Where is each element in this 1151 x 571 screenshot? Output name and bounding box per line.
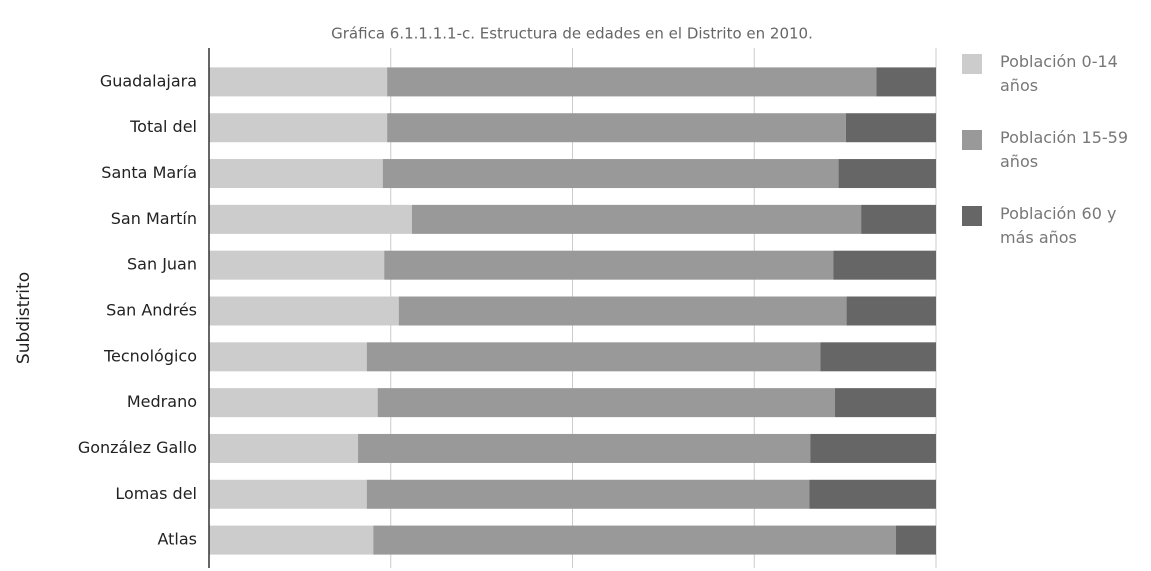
legend-swatch	[962, 54, 982, 74]
legend-swatch	[962, 130, 982, 150]
bar-segment	[358, 433, 811, 463]
y-tick-label: Santa María	[101, 163, 197, 182]
bar-segment	[209, 342, 367, 372]
bar-segment	[209, 159, 383, 189]
y-tick-label: San Juan	[127, 255, 197, 274]
legend-label: Población 0-14 años	[1000, 52, 1118, 95]
bar-segment	[387, 113, 846, 143]
bar-segment	[209, 433, 359, 463]
bar-segment	[810, 433, 936, 463]
bar-segment	[387, 67, 877, 97]
bar-segment	[382, 159, 839, 189]
legend-label: Población 15-59 años	[1000, 128, 1129, 171]
bar-segment	[377, 388, 835, 418]
bar-segment	[838, 159, 936, 189]
bar-segment	[209, 296, 399, 326]
bar-segment	[398, 296, 847, 326]
bar-segment	[845, 113, 936, 143]
bar-segment	[366, 342, 821, 372]
bar-segment	[820, 342, 936, 372]
y-tick-label: Atlas	[157, 530, 197, 549]
bar-segment	[861, 204, 936, 234]
bar-segment	[896, 525, 936, 555]
chart-title: Gráfica 6.1.1.1.1-c. Estructura de edade…	[331, 25, 813, 43]
bar-segment	[209, 479, 367, 509]
bar-segment	[373, 525, 897, 555]
bar-segment	[384, 250, 834, 280]
bar-segment	[846, 296, 936, 326]
y-tick-label: González Gallo	[78, 438, 197, 457]
bar-segment	[209, 204, 412, 234]
bar-segment	[411, 204, 862, 234]
bar-segment	[209, 67, 388, 97]
bar-segment	[834, 388, 936, 418]
y-tick-label: Lomas del	[115, 484, 197, 503]
y-tick-label: San Andrés	[106, 301, 197, 320]
bar-segment	[876, 67, 936, 97]
bar-segment	[809, 479, 936, 509]
bar-segment	[833, 250, 936, 280]
bar-segment	[209, 388, 378, 418]
y-tick-label: Tecnológico	[103, 346, 197, 365]
y-tick-label: Total del	[129, 117, 197, 136]
bar-segment	[366, 479, 810, 509]
y-axis-label: Subdistrito	[14, 272, 34, 364]
legend-swatch	[962, 206, 982, 226]
bar-segment	[209, 113, 388, 143]
y-tick-label: Medrano	[127, 392, 197, 411]
bar-segment	[209, 250, 385, 280]
legend-label: Población 60 y más años	[1000, 204, 1117, 247]
y-tick-label: San Martín	[111, 209, 197, 228]
bar-segment	[209, 525, 374, 555]
y-tick-label: Guadalajara	[100, 71, 197, 90]
